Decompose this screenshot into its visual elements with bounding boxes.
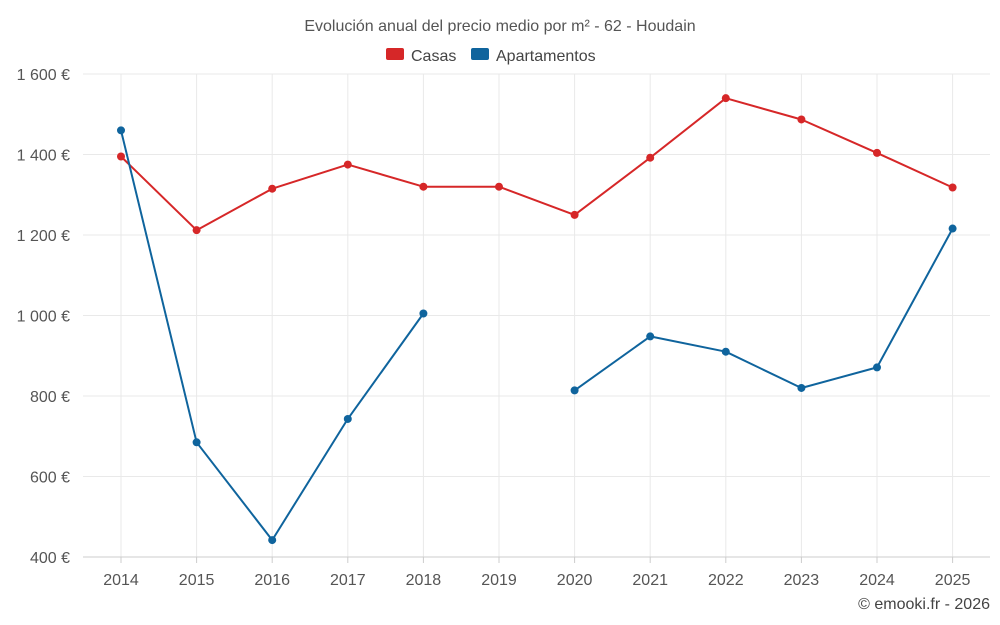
data-point-casas[interactable] — [268, 184, 277, 193]
data-point-casas[interactable] — [948, 183, 957, 192]
y-tick-label: 800 € — [30, 389, 70, 406]
series — [117, 94, 957, 545]
y-axis: 400 € 600 € 800 € 1 000 € 1 200 € 1 400 € 1 60… — [17, 67, 70, 567]
data-point-apartamentos[interactable] — [948, 224, 957, 233]
legend-label-casas: Casas — [411, 48, 456, 65]
series-apartamentos — [117, 126, 957, 545]
x-tick-label: 2015 — [179, 572, 215, 589]
data-point-casas[interactable] — [646, 153, 655, 162]
x-tick-label: 2018 — [406, 572, 442, 589]
y-tick-label: 1 600 € — [17, 67, 70, 84]
x-tick-label: 2016 — [254, 572, 290, 589]
data-point-casas[interactable] — [419, 182, 428, 191]
data-point-casas[interactable] — [570, 210, 579, 219]
data-point-apartamentos[interactable] — [797, 383, 806, 392]
data-point-casas[interactable] — [797, 115, 806, 124]
data-point-apartamentos[interactable] — [343, 414, 352, 423]
credit-text: © emooki.fr - 2026 — [858, 596, 990, 613]
data-point-casas[interactable] — [192, 226, 201, 235]
x-tick-label: 2020 — [557, 572, 593, 589]
data-point-apartamentos[interactable] — [646, 332, 655, 341]
data-point-apartamentos[interactable] — [117, 126, 125, 135]
data-point-casas[interactable] — [495, 182, 503, 191]
legend-label-apartamentos: Apartamentos — [496, 48, 596, 65]
data-point-apartamentos[interactable] — [192, 438, 201, 447]
legend-item-casas[interactable]: Casas — [386, 48, 456, 65]
series-casas — [117, 94, 957, 235]
x-axis: 2014 2015 2016 2017 2018 2019 2020 2021 2022 2023… — [83, 556, 990, 589]
data-point-casas[interactable] — [343, 160, 352, 169]
data-point-casas[interactable] — [873, 148, 881, 157]
x-tick-label: 2024 — [859, 572, 895, 589]
y-tick-label: 1 000 € — [17, 309, 70, 326]
y-tick-label: 1 200 € — [17, 228, 70, 245]
x-tick-label: 2019 — [481, 572, 517, 589]
data-point-apartamentos[interactable] — [873, 363, 881, 372]
x-tick-label: 2023 — [784, 572, 820, 589]
data-point-casas[interactable] — [117, 152, 125, 161]
data-point-apartamentos[interactable] — [570, 386, 579, 395]
x-tick-label: 2017 — [330, 572, 366, 589]
y-tick-label: 600 € — [30, 470, 70, 487]
x-tick-label: 2025 — [935, 572, 971, 589]
series-line-casas — [120, 97, 954, 232]
x-tick-label: 2022 — [708, 572, 744, 589]
y-tick-label: 400 € — [30, 550, 70, 567]
legend-swatch-casas — [386, 48, 404, 60]
legend-swatch-apartamentos — [471, 48, 489, 60]
y-tick-label: 1 400 € — [17, 148, 70, 165]
data-point-apartamentos[interactable] — [268, 536, 277, 545]
chart-title: Evolución anual del precio medio por m² … — [304, 18, 695, 35]
legend: Casas Apartamentos — [386, 48, 596, 65]
x-tick-label: 2021 — [632, 572, 668, 589]
grid — [83, 73, 990, 558]
data-point-apartamentos[interactable] — [721, 347, 730, 356]
x-tick-label: 2014 — [103, 572, 139, 589]
legend-item-apartamentos[interactable]: Apartamentos — [471, 48, 596, 65]
data-point-casas[interactable] — [721, 94, 730, 103]
data-point-apartamentos[interactable] — [419, 309, 428, 318]
series-line-apartamentos — [574, 228, 954, 392]
